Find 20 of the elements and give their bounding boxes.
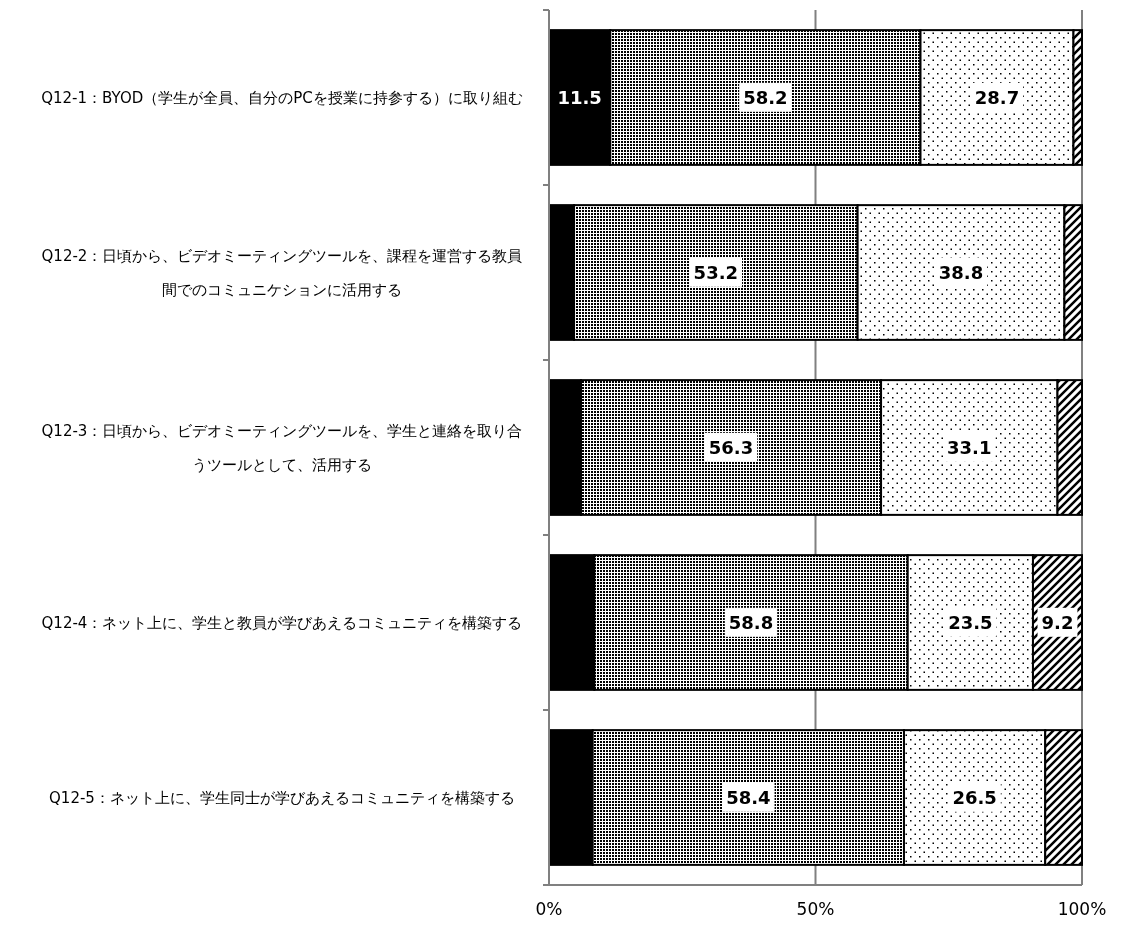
- y-tick-label: Q12-2：日頃から、ビデオミーティングツールを、課程を運営する教員間でのコミュニケションに活用する: [41, 246, 523, 299]
- y-tick-label: Q12-1：BYOD（学生が全員、自分のPCを授業に持参する）に取り組む: [41, 88, 523, 107]
- data-label: 33.1: [947, 436, 992, 458]
- data-label: 26.5: [952, 786, 997, 808]
- data-label: 56.3: [708, 436, 754, 458]
- x-tick-label: 0%: [535, 899, 563, 919]
- data-label: 28.7: [974, 86, 1020, 108]
- data-label: 53.2: [693, 261, 739, 283]
- y-tick-label: Q12-3：日頃から、ビデオミーティングツールを、学生と連絡を取り合うツールとして、活用する: [41, 421, 523, 474]
- data-label: 38.8: [938, 261, 984, 283]
- y-tick-label: Q12-5：ネット上に、学生同士が学びあえるコミュニティを構築する: [49, 788, 515, 807]
- data-label: 58.4: [726, 786, 771, 808]
- data-label: 9.2: [1041, 611, 1074, 633]
- y-tick-label: Q12-4：ネット上に、学生と教員が学びあえるコミュニティを構築する: [41, 613, 523, 632]
- x-tick-label: 50%: [796, 899, 835, 919]
- data-label: 23.5: [948, 611, 993, 633]
- data-label: 58.8: [728, 611, 774, 633]
- x-tick-label: 100%: [1057, 899, 1107, 919]
- data-label: 11.5: [557, 86, 602, 108]
- data-label: 58.2: [743, 86, 788, 108]
